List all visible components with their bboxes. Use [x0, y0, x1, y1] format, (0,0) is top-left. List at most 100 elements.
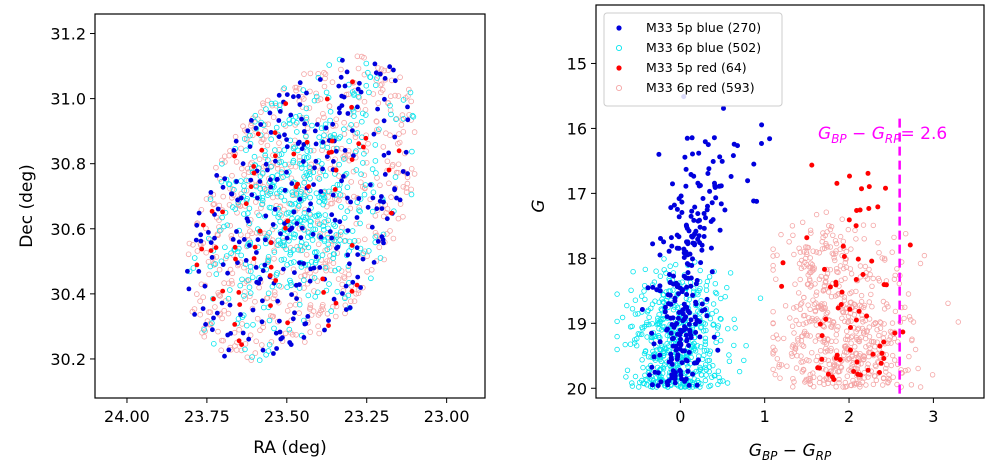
panel1-point-m33-5p-blue: [196, 210, 202, 216]
panel1-point-m33-6p-blue: [321, 198, 328, 205]
panel1-point-m33-6p-red: [268, 163, 275, 169]
panel1-point-m33-5p-blue: [355, 252, 361, 257]
panel1-point-m33-5p-red: [273, 153, 278, 159]
panel1-point-m33-5p-blue: [297, 102, 303, 107]
panel2-point-m33-5p-blue: [650, 241, 656, 247]
panel1-point-m33-6p-red: [210, 201, 217, 208]
panel2-point-m33-6p-red: [824, 244, 831, 250]
panel2-point-m33-6p-blue: [718, 337, 724, 344]
panel1-point-m33-5p-blue: [198, 238, 204, 244]
panel2-point-m33-6p-blue: [614, 346, 620, 353]
panel1-point-m33-6p-blue: [216, 227, 223, 234]
panel1-point-m33-6p-red: [315, 71, 322, 77]
panel2-point-m33-5p-blue: [681, 246, 687, 252]
panel1-point-m33-5p-blue: [320, 166, 325, 172]
panel1-point-m33-5p-blue: [382, 172, 388, 177]
panel2-point-m33-6p-red: [863, 344, 869, 350]
panel2-point-m33-6p-red: [886, 372, 892, 378]
panel1-point-m33-6p-red: [306, 105, 313, 111]
panel1-point-m33-6p-blue: [284, 284, 290, 291]
panel2-point-m33-6p-red: [881, 330, 887, 337]
panel1-point-m33-6p-blue: [226, 181, 232, 187]
panel1-point-m33-6p-blue: [377, 255, 384, 261]
panel1-point-m33-5p-red: [333, 300, 339, 306]
panel1-point-m33-5p-blue: [281, 266, 286, 272]
panel1-point-m33-5p-blue: [270, 222, 276, 227]
panel2-point-m33-6p-red: [824, 309, 831, 316]
panel2-point-m33-6p-blue: [648, 305, 654, 311]
panel2-point-m33-5p-blue: [682, 154, 688, 160]
panel2-point-m33-6p-blue: [634, 343, 640, 349]
panel2-point-m33-6p-red: [791, 251, 797, 258]
panel2-point-m33-6p-red: [844, 349, 850, 355]
panel1-point-m33-5p-blue: [249, 192, 255, 198]
panel2-point-m33-6p-blue: [614, 333, 620, 340]
panel1-point-m33-6p-red: [388, 194, 394, 200]
panel1-point-m33-6p-blue: [224, 222, 231, 229]
panel1-point-m33-6p-red: [294, 205, 301, 212]
panel1-point-m33-6p-red: [296, 85, 303, 92]
panel1-point-m33-5p-blue: [368, 182, 373, 188]
panel2-point-m33-5p-blue: [665, 382, 671, 388]
panel1-point-m33-6p-blue: [373, 170, 379, 176]
panel1-point-m33-5p-blue: [392, 187, 397, 193]
panel1-point-m33-5p-blue: [306, 207, 312, 213]
panel1-point-m33-5p-blue: [400, 169, 406, 174]
panel2-point-m33-5p-blue: [671, 273, 676, 279]
panel2-point-m33-6p-red: [857, 384, 863, 390]
panel1-point-m33-5p-blue: [260, 298, 265, 304]
panel1-point-m33-6p-blue: [259, 170, 266, 176]
panel2-point-m33-6p-blue: [643, 376, 649, 383]
panel2-point-m33-6p-red: [772, 347, 778, 353]
panel1-point-m33-6p-blue: [316, 221, 323, 228]
panel1-point-m33-6p-blue: [310, 226, 317, 233]
panel2-point-m33-5p-blue: [679, 210, 685, 215]
panel1-point-m33-6p-red: [298, 273, 304, 280]
panel1-point-m33-6p-red: [243, 187, 250, 194]
panel1-point-m33-6p-blue: [344, 208, 351, 215]
panel2-point-m33-6p-red: [861, 369, 867, 376]
panel1-point-m33-6p-blue: [363, 60, 370, 67]
panel1-point-m33-5p-blue: [329, 235, 335, 241]
panel1-point-m33-6p-red: [345, 151, 352, 158]
panel1-point-m33-6p-blue: [286, 326, 293, 333]
panel1-point-m33-6p-blue: [231, 186, 237, 193]
panel2-point-m33-5p-red: [780, 260, 786, 266]
panel1-point-m33-5p-red: [293, 184, 299, 190]
panel1-point-m33-6p-blue: [283, 211, 290, 217]
panel2-point-m33-5p-blue: [693, 299, 699, 305]
panel1-point-m33-6p-red: [387, 93, 394, 100]
panel1-point-m33-6p-blue: [387, 102, 393, 109]
panel1-point-m33-6p-blue: [283, 246, 289, 252]
panel2-point-m33-6p-blue: [713, 339, 719, 346]
panel1-point-m33-5p-blue: [382, 76, 388, 81]
panel2-point-m33-6p-red: [883, 365, 889, 372]
panel1-point-m33-5p-blue: [214, 310, 220, 316]
panel1-point-m33-6p-red: [256, 284, 262, 291]
panel1-point-m33-6p-blue: [327, 117, 333, 124]
panel1-point-m33-5p-blue: [246, 336, 252, 342]
panel2-point-m33-6p-red: [843, 264, 850, 270]
panel2-point-m33-5p-blue: [690, 256, 695, 262]
panel2-point-m33-6p-red: [889, 320, 896, 326]
panel2-point-m33-6p-red: [890, 352, 896, 359]
panel2-point-m33-6p-red: [905, 367, 911, 373]
panel1-point-m33-6p-blue: [372, 82, 379, 89]
panel1-point-m33-6p-blue: [273, 124, 280, 131]
panel1-point-m33-5p-blue: [379, 194, 384, 199]
panel2-point-m33-6p-blue: [691, 376, 698, 382]
panel1-point-m33-6p-blue: [267, 190, 273, 197]
panel2-point-m33-6p-red: [790, 232, 796, 238]
panel1-point-m33-6p-red: [316, 330, 323, 337]
panel2-point-m33-6p-red: [869, 304, 875, 310]
panel1-point-m33-5p-blue: [185, 268, 190, 274]
panel2-point-m33-6p-blue: [710, 301, 717, 307]
panel2-point-m33-6p-red: [858, 292, 865, 299]
panel2-point-m33-6p-red: [841, 294, 848, 300]
panel1-point-m33-5p-red: [350, 79, 355, 85]
panel1-point-m33-5p-blue: [268, 130, 274, 135]
panel1-point-m33-5p-blue: [348, 199, 353, 205]
panel2-point-m33-5p-blue: [692, 204, 698, 210]
panel1-point-m33-6p-red: [217, 176, 223, 182]
panel2-point-m33-6p-red: [896, 280, 902, 287]
